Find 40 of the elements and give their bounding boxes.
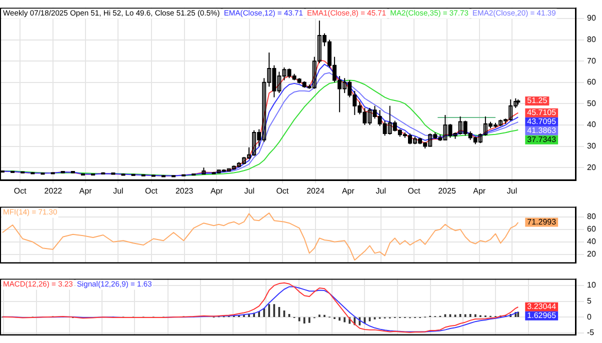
x-tick-label: Jul <box>376 186 386 196</box>
y-tick-label: 60 <box>587 78 596 87</box>
x-tick-label: Oct <box>14 186 28 196</box>
x-tick-label: Oct <box>276 186 290 196</box>
y-tick-label: 0 <box>587 312 592 322</box>
annotation: 3.23044 <box>527 302 557 312</box>
x-tick-label: Apr <box>342 186 355 196</box>
x-tick-label: Apr <box>473 186 486 196</box>
x-tick-label: Jul <box>113 186 124 196</box>
x-tick-label: Jul <box>506 186 518 196</box>
x-tick-label: Apr <box>210 186 224 196</box>
y-tick-label: 80 <box>587 212 596 222</box>
annotation: 1.62965 <box>527 311 557 320</box>
y-tick-label: 90 <box>587 14 596 23</box>
x-tick-label: 2023 <box>175 186 194 196</box>
x-tick-label: 2025 <box>438 186 456 196</box>
y-tick-label: 10 <box>587 280 596 290</box>
y-tick-label: 20 <box>587 162 596 172</box>
annotation: 51.25 <box>527 96 548 106</box>
y-tick-label: 30 <box>587 142 596 151</box>
annotation: 71.2993 <box>527 217 557 226</box>
annotation: 37.7343 <box>527 135 557 144</box>
x-tick-label: Oct <box>408 186 421 196</box>
x-tick-label: Jul <box>244 186 255 196</box>
y-tick-label: 20 <box>587 250 596 259</box>
y-tick-label: 70 <box>587 56 596 66</box>
x-tick-label: 2024 <box>306 186 325 196</box>
y-tick-label: -5 <box>587 328 595 338</box>
y-tick-label: 60 <box>587 224 596 234</box>
x-tick-label: 2022 <box>44 186 63 196</box>
annotation: 43.7095 <box>527 117 557 126</box>
y-tick-label: 40 <box>587 237 596 246</box>
annotation: 41.3863 <box>527 126 557 136</box>
y-tick-label: 80 <box>587 34 596 44</box>
annotation: 45.7105 <box>527 108 557 118</box>
y-tick-label: 5 <box>587 296 592 306</box>
y-tick-label: 50 <box>587 98 596 108</box>
x-tick-label: Apr <box>79 186 92 196</box>
y-tick-label: 40 <box>587 120 596 130</box>
x-tick-label: Oct <box>145 186 158 196</box>
